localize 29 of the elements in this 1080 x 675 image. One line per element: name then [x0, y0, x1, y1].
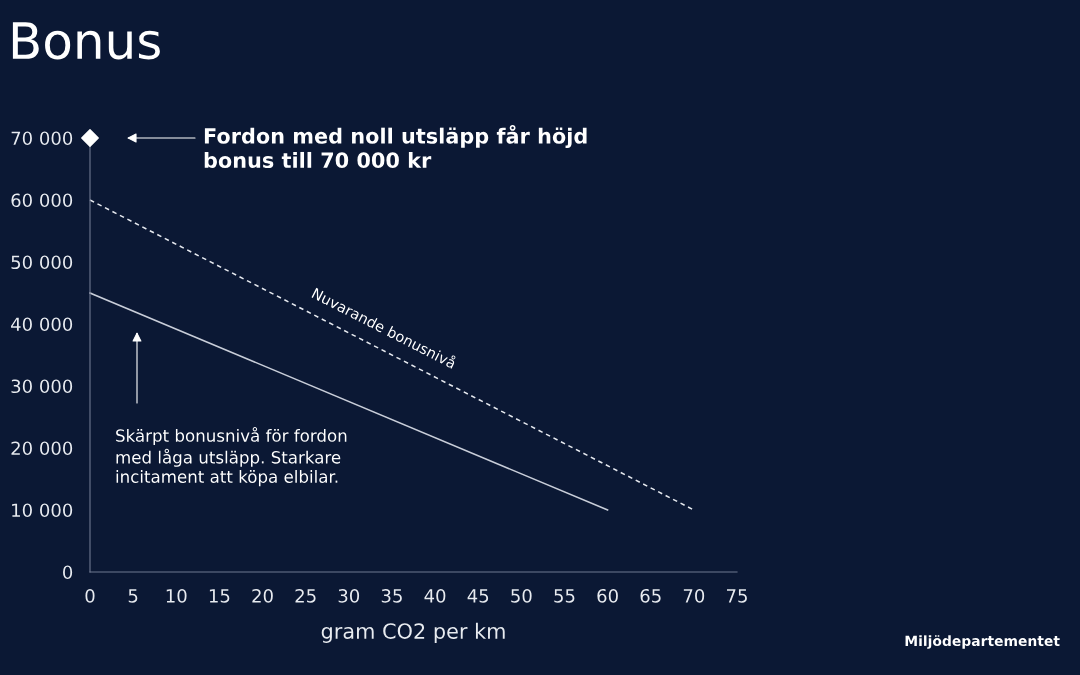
annotation: Skärpt bonusnivå för fordon med låga utsläpp. Starkare incitament att köpa elbilar. [116, 427, 347, 487]
y-tick-label: 60 000 [11, 193, 73, 208]
x-tick-label: 75 [726, 589, 747, 603]
x-tick-label: 25 [295, 588, 316, 603]
x-tick-label: 55 [554, 589, 575, 603]
x-tick-label: 5 [128, 589, 138, 603]
y-tick-label: 10 000 [12, 503, 73, 518]
text: Miljödepartementet [905, 635, 1060, 649]
x-tick-label: 45 [467, 589, 489, 603]
x-tick-label: 10 [166, 588, 187, 603]
y-tick-label: 70 000 [11, 131, 73, 146]
x-tick-label: 50 [511, 588, 532, 603]
x-tick-label: 35 [381, 588, 402, 603]
x-tick-label: 30 [338, 588, 360, 603]
x-axis-title: gram CO2 per km [321, 622, 505, 643]
annotation: Fordon med noll utsläpp får höjd bonus till 70 000 kr [204, 125, 587, 169]
x-tick-label: 15 [209, 589, 230, 603]
y-tick-label: 20 000 [11, 441, 73, 456]
y-tick-label: 50 000 [11, 255, 73, 270]
x-tick-label: 0 [85, 588, 95, 603]
y-tick-label: 30 000 [11, 379, 73, 394]
x-tick-label: 60 [597, 588, 618, 603]
chart-title: Bonus [12, 22, 160, 60]
x-tick-label: 65 [640, 588, 661, 603]
y-tick-label: 40 000 [11, 317, 73, 332]
x-tick-label: 70 [683, 588, 705, 603]
y-tick-label: 0 [63, 565, 73, 580]
x-tick-label: 20 [252, 588, 273, 603]
x-tick-label: 40 [424, 588, 446, 603]
